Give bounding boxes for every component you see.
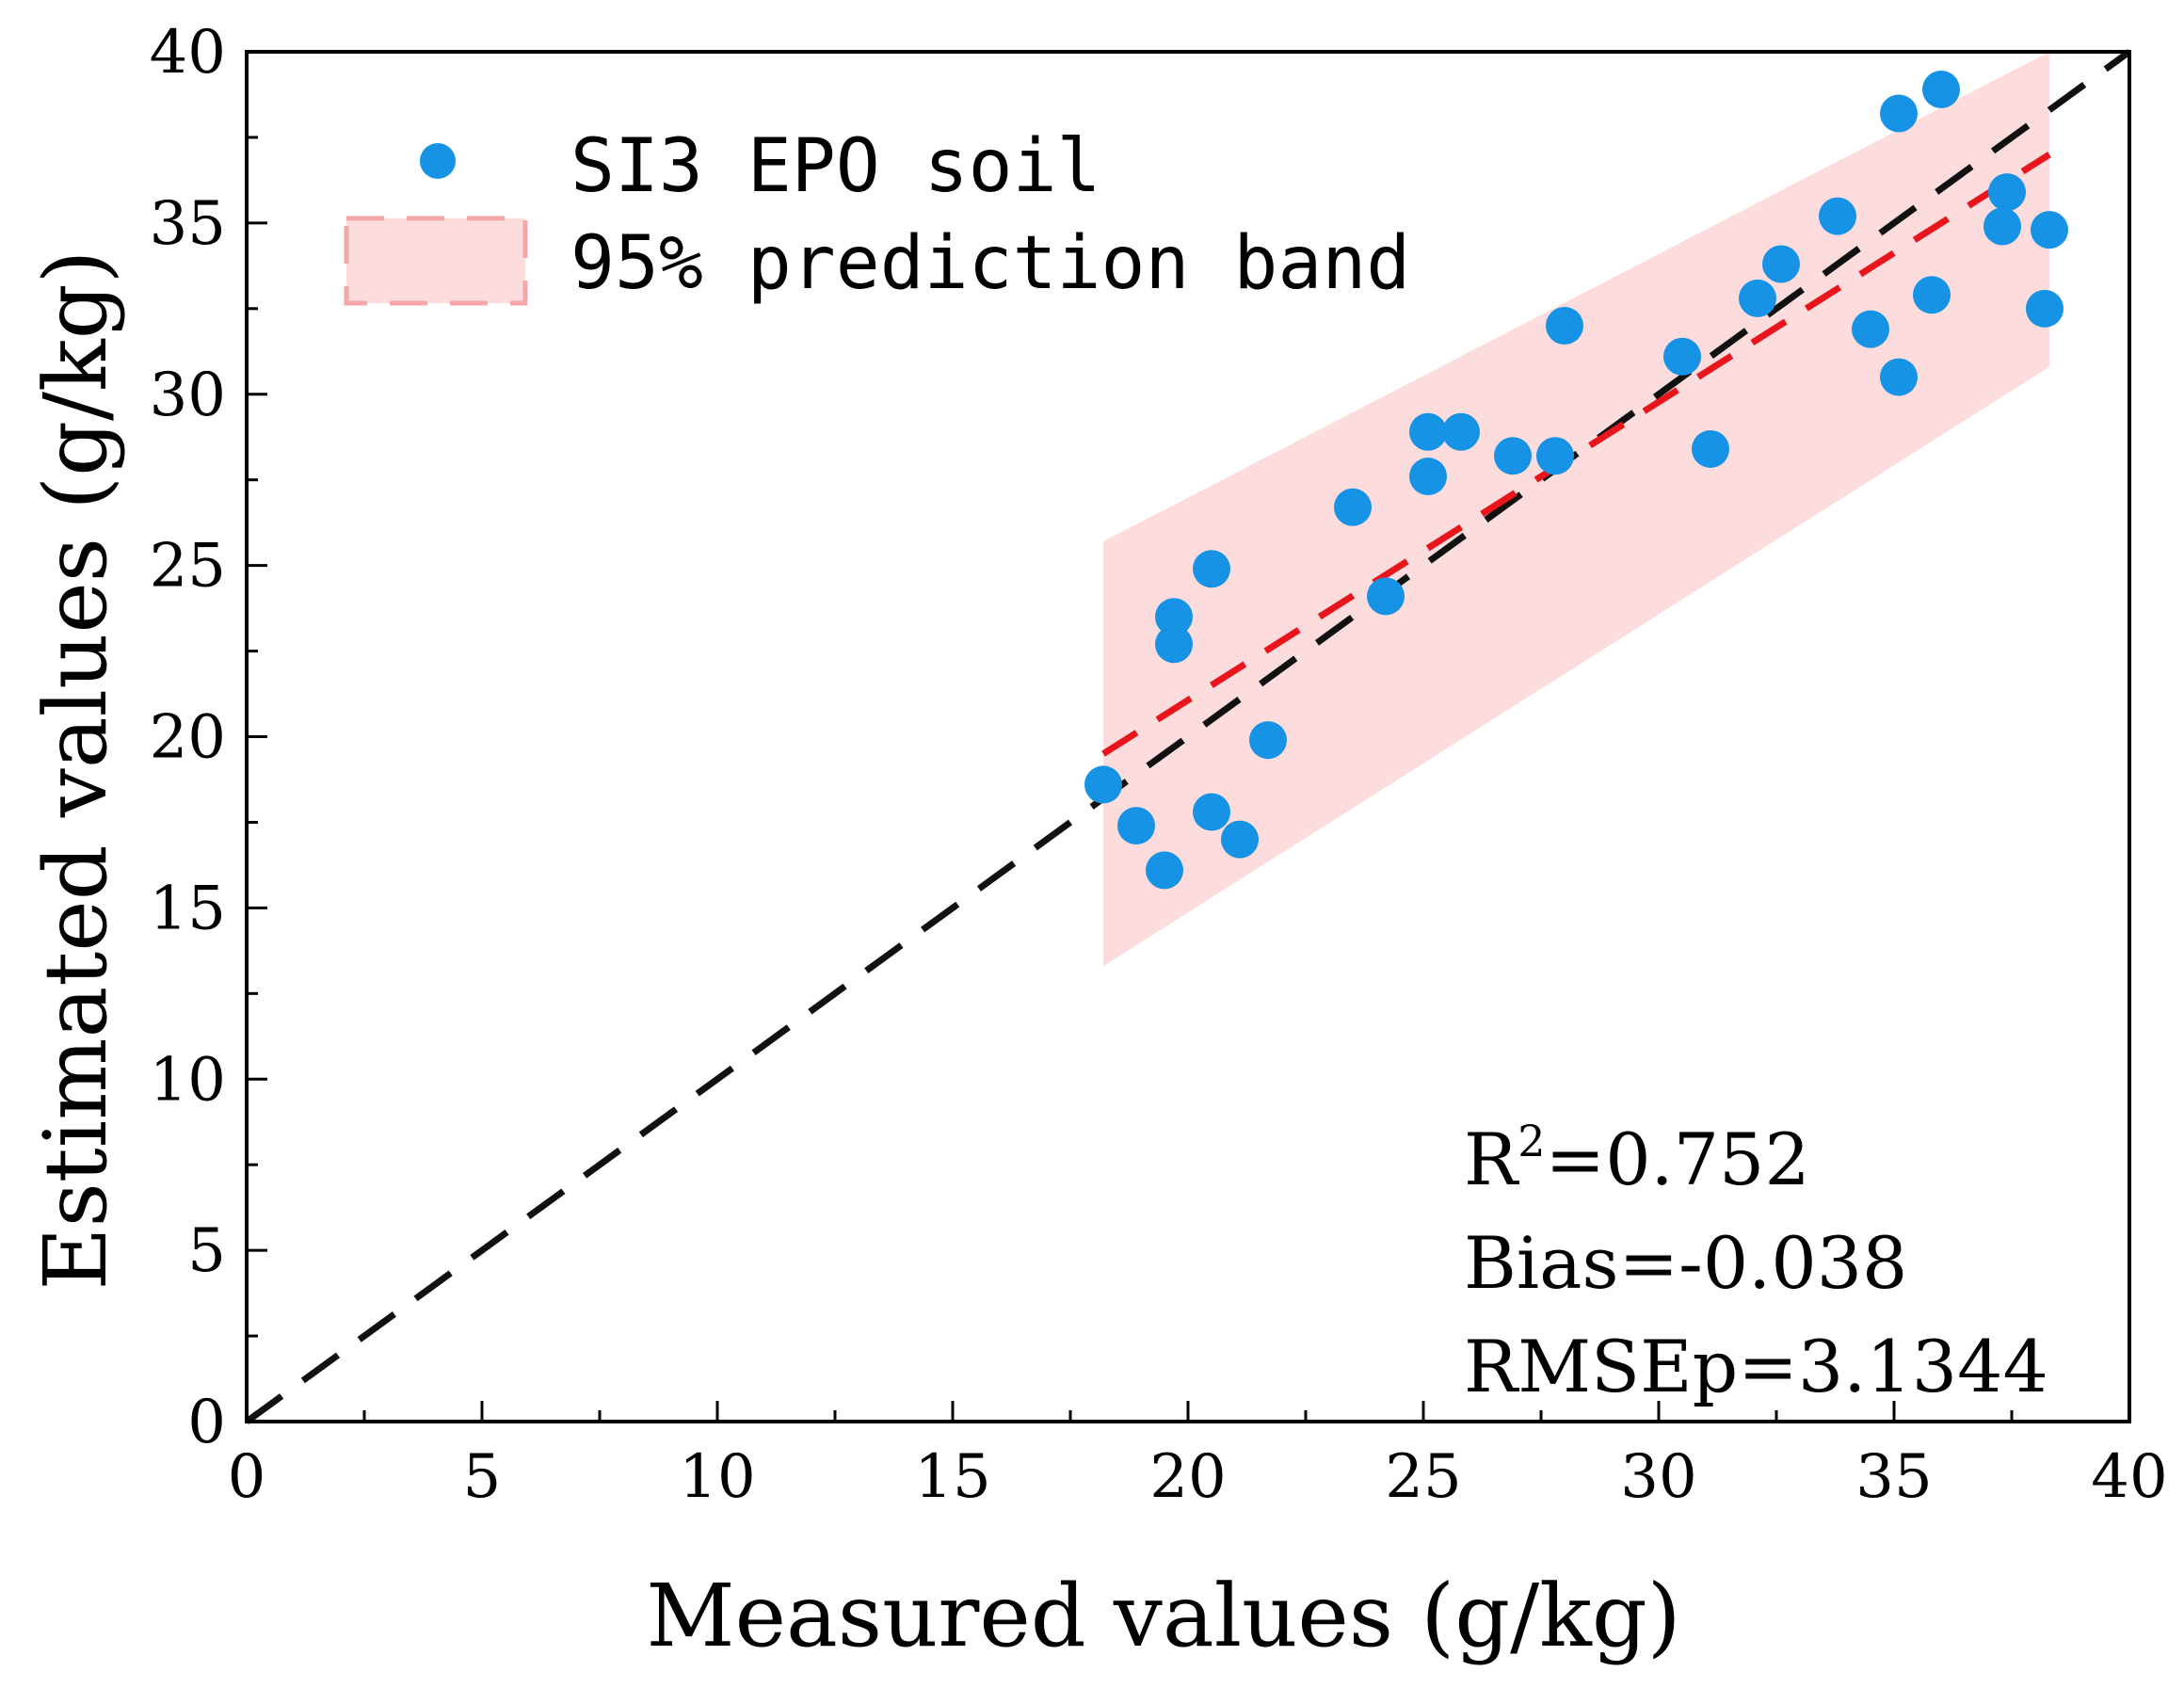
x-tick-label: 15 (914, 1442, 990, 1512)
statistics-annotation: R2=0.752 Bias=-0.038 RMSEp=3.1344 (1464, 1116, 2048, 1408)
legend: SI3 EPO soil 95% prediction band (344, 124, 1410, 306)
r2-label: R2=0.752 (1464, 1116, 1810, 1201)
fit-line (1101, 152, 2051, 757)
data-point (1193, 550, 1230, 588)
y-tick-label: 15 (150, 874, 226, 943)
legend-label-band: 95% prediction band (570, 221, 1410, 306)
data-point (1546, 307, 1583, 345)
data-point (1913, 276, 1951, 314)
legend-point-marker (420, 143, 456, 179)
data-point (1880, 94, 1918, 133)
y-tick-label: 5 (187, 1216, 226, 1286)
y-tick-label: 10 (150, 1045, 226, 1115)
data-point (2031, 211, 2068, 249)
data-point (1819, 197, 1856, 235)
y-tick-label: 25 (150, 532, 226, 602)
data-point (1983, 207, 2021, 246)
data-point (1334, 488, 1372, 526)
x-tick-label: 5 (463, 1442, 502, 1512)
y-axis-title: Estimated values (g/kg) (25, 249, 126, 1290)
x-tick-label: 35 (1855, 1442, 1932, 1512)
y-tick-label: 30 (150, 361, 226, 430)
data-point (1494, 437, 1532, 475)
data-point (1880, 358, 1918, 396)
legend-band-swatch (344, 216, 528, 306)
r2-prefix: R (1464, 1117, 1520, 1201)
identity-line (244, 49, 2132, 1424)
data-point (1762, 245, 1800, 283)
data-point (1221, 820, 1259, 859)
data-point (1367, 577, 1405, 616)
data-point (1442, 412, 1480, 451)
prediction-band (1103, 52, 2049, 967)
y-tick-label: 20 (150, 703, 226, 773)
data-point (1117, 807, 1155, 845)
data-point (1084, 765, 1122, 804)
x-tick-label: 30 (1620, 1442, 1696, 1512)
y-tick-label: 40 (150, 18, 226, 88)
data-point (1146, 851, 1183, 890)
data-point (1536, 437, 1574, 475)
data-point (1739, 279, 1776, 317)
data-point (1409, 458, 1447, 496)
data-point (1155, 625, 1193, 664)
x-tick-label: 0 (228, 1442, 266, 1512)
x-tick-label: 10 (679, 1442, 755, 1512)
data-point (1663, 337, 1701, 376)
x-tick-label: 25 (1385, 1442, 1461, 1512)
data-point (1922, 71, 1960, 109)
y-tick-label: 35 (150, 189, 226, 259)
data-point (1155, 598, 1193, 636)
y-tick-label: 0 (187, 1388, 226, 1457)
plot-area (244, 49, 2132, 1424)
data-point (1249, 721, 1287, 760)
r2-value: =0.752 (1546, 1117, 1810, 1201)
r2-superscript: 2 (1518, 1116, 1545, 1166)
legend-label-points: SI3 EPO soil (570, 124, 1101, 209)
data-point (1692, 429, 1729, 468)
data-point (2026, 289, 2064, 328)
bias-label: Bias=-0.038 (1464, 1221, 1907, 1305)
rmsep-label: RMSEp=3.1344 (1464, 1325, 2048, 1408)
data-point (1852, 310, 1889, 348)
x-axis-title: Measured values (g/kg) (646, 1566, 1680, 1666)
x-tick-label: 20 (1149, 1442, 1226, 1512)
data-point (1988, 173, 2026, 212)
data-point (1193, 793, 1230, 831)
data-point (1409, 412, 1447, 451)
x-tick-label: 40 (2091, 1442, 2167, 1512)
axis-ticks: 0 5 10 15 20 25 30 35 40 0 5 10 15 20 25 30 35 40 (150, 18, 2168, 1512)
